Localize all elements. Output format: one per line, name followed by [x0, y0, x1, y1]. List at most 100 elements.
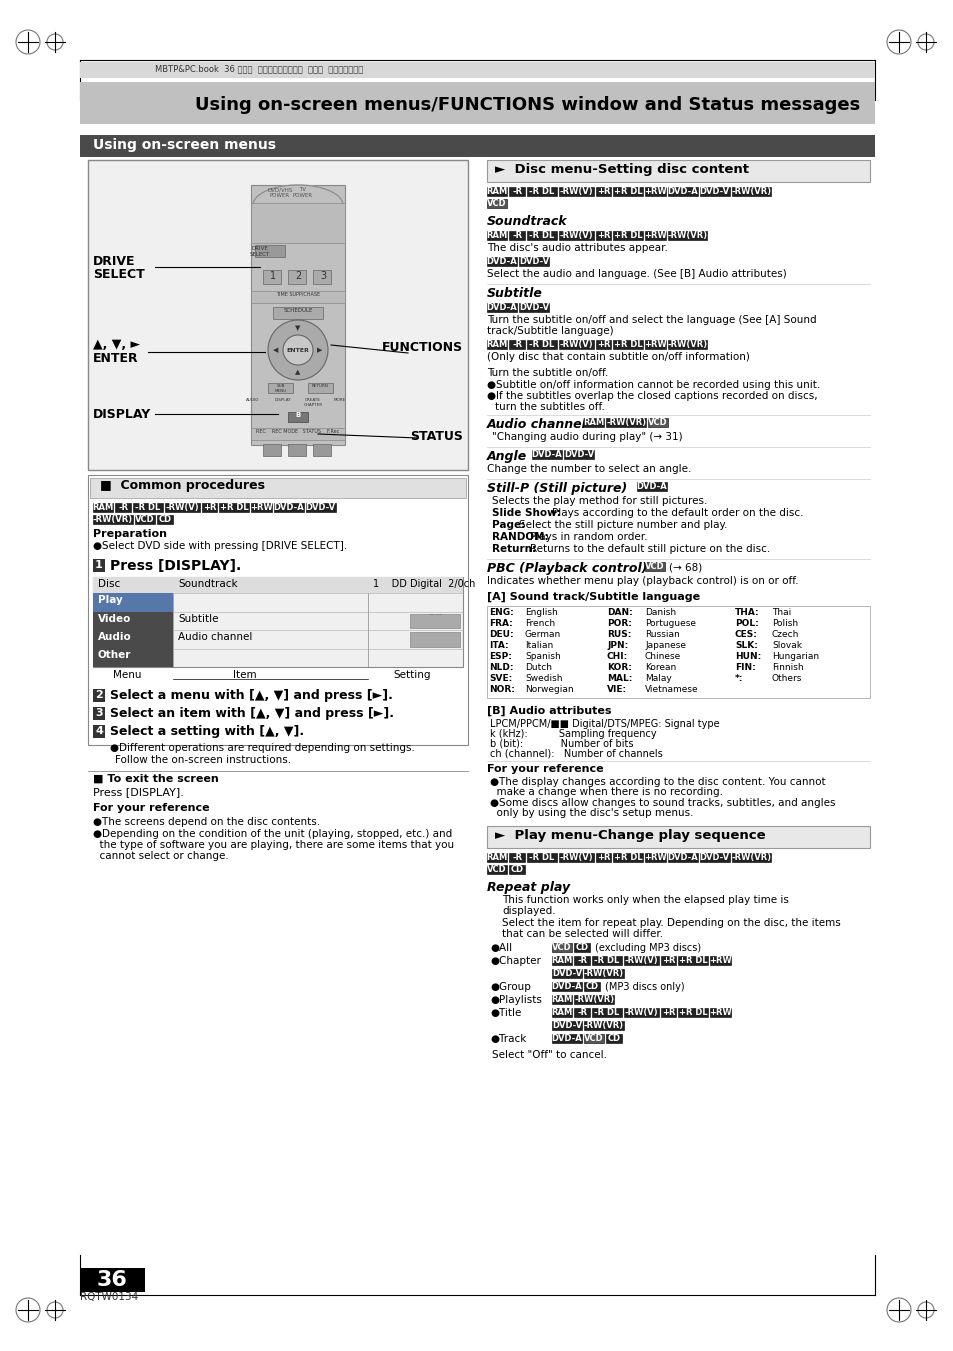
Bar: [486, 199, 507, 208]
Text: -RW(VR): -RW(VR): [731, 186, 771, 196]
Bar: [92, 648, 172, 667]
Text: Audio channel: Audio channel: [486, 417, 586, 431]
Text: ●Depending on the condition of the unit (playing, stopped, etc.) and: ●Depending on the condition of the unit …: [92, 830, 452, 839]
Bar: [80, 1269, 145, 1292]
Text: VCD: VCD: [487, 865, 506, 874]
Bar: [92, 577, 462, 667]
Bar: [563, 450, 594, 459]
Bar: [558, 231, 593, 240]
Text: CES:: CES:: [734, 630, 757, 639]
Bar: [647, 417, 668, 427]
Text: track/Subtitle language): track/Subtitle language): [486, 326, 613, 336]
Text: Audio channel: Audio channel: [178, 632, 253, 642]
Text: DVD-V: DVD-V: [552, 969, 581, 978]
Text: +R DL: +R DL: [614, 186, 642, 196]
Text: ENTER: ENTER: [286, 347, 309, 353]
Text: +R: +R: [597, 231, 610, 240]
Text: Returns to the default still picture on the disc.: Returns to the default still picture on …: [530, 544, 770, 554]
Bar: [306, 503, 335, 512]
Text: FIN:: FIN:: [734, 663, 755, 671]
Bar: [134, 515, 154, 524]
Bar: [486, 231, 507, 240]
Text: Select an item with [▲, ▼] and press [►].: Select an item with [▲, ▼] and press [►]…: [110, 707, 394, 720]
Text: -RW(VR): -RW(VR): [731, 852, 771, 862]
Bar: [645, 231, 665, 240]
Text: RAM: RAM: [486, 231, 507, 240]
Bar: [644, 562, 664, 571]
Text: NLD:: NLD:: [489, 663, 513, 671]
Text: VCD: VCD: [584, 1034, 603, 1043]
Text: [B] Audio attributes: [B] Audio attributes: [486, 707, 611, 716]
Text: -R: -R: [577, 1008, 587, 1017]
Text: displayed.: displayed.: [501, 907, 555, 916]
Bar: [254, 245, 285, 257]
Circle shape: [268, 320, 328, 380]
Bar: [92, 689, 105, 703]
Bar: [606, 1034, 621, 1043]
Text: -RW(V): -RW(V): [559, 231, 593, 240]
Text: Plays according to the default order on the disc.: Plays according to the default order on …: [552, 508, 803, 517]
Bar: [606, 417, 645, 427]
Text: CD: CD: [607, 1034, 620, 1043]
Text: RAM: RAM: [92, 503, 113, 512]
Text: Angle: Angle: [486, 450, 527, 463]
Text: -RW(V): -RW(V): [559, 186, 593, 196]
Text: CD: CD: [584, 982, 598, 992]
Text: Return:: Return:: [492, 544, 536, 554]
Text: German: German: [524, 630, 560, 639]
Text: Slovak: Slovak: [771, 640, 801, 650]
Text: Subtitle: Subtitle: [178, 613, 218, 624]
Text: RUS:: RUS:: [606, 630, 631, 639]
Bar: [80, 135, 874, 157]
Text: -R: -R: [577, 957, 587, 965]
Text: +R DL: +R DL: [614, 340, 642, 349]
Bar: [574, 1008, 589, 1017]
Text: POWER: POWER: [270, 193, 290, 199]
Bar: [596, 186, 611, 196]
Text: -R DL: -R DL: [529, 340, 554, 349]
Text: -RW(V): -RW(V): [559, 852, 593, 862]
Bar: [509, 186, 524, 196]
Bar: [583, 1034, 604, 1043]
Text: (excluding MP3 discs): (excluding MP3 discs): [595, 943, 700, 952]
Text: POR:: POR:: [606, 619, 631, 628]
Text: RAM: RAM: [583, 417, 604, 427]
Bar: [288, 270, 306, 284]
Text: ◀: ◀: [273, 347, 278, 353]
Bar: [251, 428, 345, 440]
Text: ch (channel):   Number of channels: ch (channel): Number of channels: [490, 748, 662, 759]
Bar: [165, 503, 199, 512]
Text: 2: 2: [95, 690, 103, 701]
Bar: [660, 957, 676, 965]
Text: -RW(VR): -RW(VR): [667, 340, 707, 349]
Text: 3: 3: [319, 272, 326, 281]
Text: POWER: POWER: [293, 193, 313, 199]
Text: Press [DISPLAY].: Press [DISPLAY].: [92, 788, 184, 797]
Text: ●Some discs allow changes to sound tracks, subtitles, and angles: ●Some discs allow changes to sound track…: [490, 798, 835, 808]
Text: KOR:: KOR:: [606, 663, 631, 671]
Text: DVD-V: DVD-V: [305, 503, 335, 512]
Text: VCD: VCD: [648, 417, 667, 427]
Text: -RW(VR): -RW(VR): [583, 1021, 623, 1029]
Text: VCD: VCD: [552, 943, 572, 952]
Text: CREATE
CHAPTER: CREATE CHAPTER: [303, 399, 322, 407]
Text: DVD-A: DVD-A: [486, 303, 517, 312]
Bar: [486, 825, 869, 848]
Text: CHI:: CHI:: [606, 653, 628, 661]
Text: Soundtrack: Soundtrack: [486, 215, 567, 228]
Bar: [288, 444, 306, 457]
Text: ▶: ▶: [317, 347, 322, 353]
Bar: [92, 707, 105, 720]
Bar: [596, 852, 611, 862]
Text: DISPLAY: DISPLAY: [274, 399, 291, 403]
Text: DVD-A: DVD-A: [274, 503, 304, 512]
Text: Stereo: Stereo: [418, 634, 451, 643]
Text: b (bit):            Number of bits: b (bit): Number of bits: [490, 739, 633, 748]
Text: DVD/VHS: DVD/VHS: [267, 186, 293, 192]
Text: Select a setting with [▲, ▼].: Select a setting with [▲, ▼].: [110, 725, 304, 738]
Bar: [273, 307, 323, 319]
Text: STATUS: STATUS: [410, 430, 462, 443]
Bar: [532, 450, 561, 459]
Text: -RW(VR): -RW(VR): [667, 231, 707, 240]
Text: +R DL: +R DL: [614, 231, 642, 240]
